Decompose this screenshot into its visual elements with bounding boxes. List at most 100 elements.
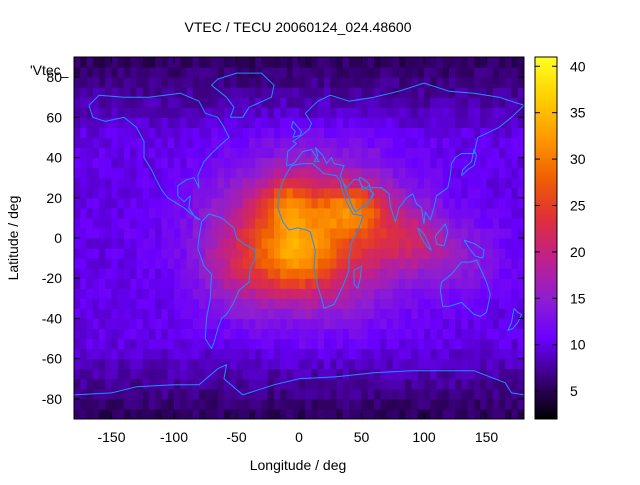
heatmap-cell: [411, 258, 419, 269]
heatmap-cell: [74, 388, 81, 400]
heatmap-cell: [355, 408, 363, 419]
heatmap-cell: [461, 117, 469, 128]
heatmap-cell: [274, 398, 281, 410]
heatmap-cell: [286, 288, 294, 299]
heatmap-cell: [461, 197, 469, 209]
heatmap-cell: [324, 177, 331, 189]
heatmap-cell: [211, 227, 219, 239]
heatmap-cell: [505, 308, 513, 320]
heatmap-cell: [449, 308, 456, 320]
heatmap-cell: [399, 348, 406, 360]
heatmap-cell: [367, 187, 375, 199]
heatmap-cell: [374, 227, 381, 239]
heatmap-cell: [130, 328, 138, 340]
heatmap-cell: [411, 288, 419, 299]
heatmap-cell: [217, 127, 225, 139]
heatmap-cell: [80, 288, 88, 299]
heatmap-cell: [261, 127, 269, 139]
heatmap-cell: [224, 207, 231, 219]
heatmap-cell: [267, 127, 275, 139]
heatmap-cell: [417, 137, 425, 149]
heatmap-cell: [517, 408, 524, 419]
heatmap-cell: [80, 87, 88, 98]
heatmap-cell: [405, 97, 413, 108]
heatmap-cell: [292, 338, 300, 350]
heatmap-cell: [205, 248, 213, 259]
heatmap-cell: [292, 57, 300, 68]
heatmap-cell: [399, 57, 406, 68]
heatmap-cell: [436, 278, 444, 289]
heatmap-cell: [255, 57, 263, 68]
heatmap-cell: [442, 107, 450, 118]
heatmap-cell: [305, 107, 313, 118]
colorbar-tick-label: 15: [570, 290, 586, 306]
heatmap-cell: [455, 137, 463, 149]
heatmap-cell: [192, 318, 200, 330]
heatmap-cell: [249, 368, 256, 380]
heatmap-cell: [74, 227, 81, 239]
heatmap-cell: [405, 227, 413, 239]
heatmap-cell: [161, 358, 169, 370]
heatmap-cell: [467, 67, 475, 78]
heatmap-cell: [211, 87, 219, 98]
heatmap-cell: [211, 177, 219, 189]
heatmap-cell: [311, 378, 319, 390]
heatmap-cell: [430, 248, 438, 259]
heatmap-cell: [511, 127, 519, 139]
heatmap-cell: [192, 197, 200, 209]
heatmap-cell: [161, 328, 169, 340]
heatmap-cell: [230, 338, 238, 350]
heatmap-cell: [342, 217, 350, 229]
heatmap-cell: [424, 117, 431, 128]
heatmap-cell: [505, 328, 513, 340]
heatmap-cell: [111, 368, 119, 380]
heatmap-cell: [161, 348, 169, 360]
heatmap-cell: [499, 157, 506, 169]
heatmap-cell: [467, 197, 475, 209]
heatmap-cell: [505, 258, 513, 269]
heatmap-cell: [180, 348, 188, 360]
heatmap-cell: [517, 358, 524, 370]
heatmap-cell: [492, 398, 500, 410]
heatmap-cell: [455, 338, 463, 350]
heatmap-cell: [349, 197, 356, 209]
heatmap-cell: [217, 278, 225, 289]
heatmap-cell: [305, 258, 313, 269]
heatmap-cell: [299, 268, 306, 279]
heatmap-cell: [124, 67, 131, 78]
heatmap-cell: [480, 298, 488, 309]
heatmap-cell: [205, 127, 213, 139]
heatmap-cell: [74, 57, 81, 68]
heatmap-cell: [317, 248, 325, 259]
heatmap-cell: [99, 298, 106, 309]
heatmap-cell: [305, 378, 313, 390]
heatmap-cell: [461, 368, 469, 380]
heatmap-cell: [299, 217, 306, 229]
heatmap-cell: [417, 248, 425, 259]
heatmap-cell: [405, 378, 413, 390]
heatmap-cell: [217, 217, 225, 229]
coast-eurasia: [286, 82, 524, 225]
heatmap-cell: [80, 368, 88, 380]
heatmap-cell: [342, 328, 350, 340]
heatmap-cell: [480, 278, 488, 289]
heatmap-cell: [242, 328, 250, 340]
heatmap-cell: [261, 288, 269, 299]
heatmap-cell: [424, 248, 431, 259]
heatmap-cell: [330, 358, 338, 370]
heatmap-cell: [342, 338, 350, 350]
heatmap-cell: [286, 378, 294, 390]
heatmap-cell: [274, 67, 281, 78]
heatmap-cell: [124, 57, 131, 68]
heatmap-cell: [286, 408, 294, 419]
heatmap-cell: [174, 278, 181, 289]
heatmap-cell: [517, 338, 524, 350]
heatmap-cell: [474, 67, 481, 78]
heatmap-cell: [492, 408, 500, 419]
heatmap-cell: [86, 318, 94, 330]
heatmap-cell: [255, 338, 263, 350]
heatmap-cell: [136, 278, 144, 289]
heatmap-cell: [211, 398, 219, 410]
heatmap-cell: [330, 177, 338, 189]
heatmap-cell: [405, 248, 413, 259]
